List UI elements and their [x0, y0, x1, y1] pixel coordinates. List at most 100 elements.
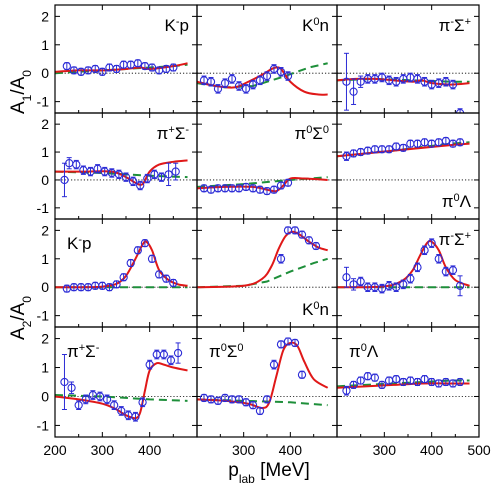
data-point: [420, 246, 429, 255]
data-point: [297, 370, 307, 379]
data-point: [206, 77, 216, 86]
full-model-line: [197, 176, 328, 193]
panel-0-1: K0n: [196, 4, 338, 114]
x-tick-label: 300: [91, 442, 115, 458]
full-model-line: [197, 66, 328, 96]
data-point: [413, 74, 422, 84]
panel-3-0: -1 0 1 2 π+Σ-: [37, 326, 198, 438]
panel-label: π0Σ0: [295, 124, 330, 143]
data-point: [349, 87, 358, 96]
panel-1-0: -1 0 1 2 π+Σ-: [37, 112, 198, 220]
plot-area: [55, 239, 188, 293]
data-point: [434, 254, 443, 263]
plot-area: [337, 52, 470, 113]
x-tick-label: 300: [373, 442, 397, 458]
panel-label: π-Σ+: [439, 16, 471, 35]
data-point: [234, 395, 244, 404]
panel-2-0: -1 0 1 2 K-p: [37, 218, 198, 328]
data-point: [441, 136, 451, 146]
row-group-label-a2: A2/A0: [8, 296, 34, 340]
data-point: [455, 138, 465, 147]
panel-label: π0Λ: [442, 192, 472, 211]
data-point: [342, 77, 351, 86]
data-point: [392, 374, 401, 384]
y-tick-label: -1: [37, 94, 50, 110]
y-tick-label: 1: [41, 360, 49, 376]
data-point: [112, 280, 121, 289]
data-point: [377, 284, 387, 293]
y-tick-label: -1: [37, 200, 50, 216]
x-tick-label: 400: [279, 442, 303, 458]
y-tick-label: 0: [41, 172, 49, 188]
y-tick-label: 2: [41, 116, 49, 132]
data-point: [276, 340, 286, 349]
data-point: [241, 398, 251, 407]
plot-area: [55, 342, 188, 422]
background-model-line: [55, 394, 188, 402]
y-tick-label: 0: [41, 388, 49, 404]
panel-label: K-p: [67, 234, 91, 253]
data-point: [93, 164, 102, 173]
y-tick-label: 1: [41, 251, 49, 267]
data-point: [311, 241, 321, 251]
data-point: [145, 360, 154, 369]
data-point: [227, 74, 237, 84]
data-point: [283, 71, 293, 81]
plot-area: [197, 176, 328, 196]
row-group-label-a1: A1/A0: [8, 70, 34, 114]
data-point: [290, 226, 300, 235]
data-point: [213, 396, 223, 405]
y-tick-label: 0: [41, 279, 49, 295]
x-tick-label: 300: [232, 442, 256, 458]
full-model-line: [197, 230, 328, 289]
panel-3-2: π0Λ: [336, 326, 480, 438]
plot-area: [337, 136, 470, 161]
background-model-line: [197, 62, 328, 89]
data-point: [169, 278, 178, 288]
data-point: [62, 61, 71, 71]
panel-frame: [336, 326, 480, 438]
data-point: [117, 406, 126, 416]
y-tick-label: 1: [41, 37, 49, 53]
data-point: [105, 283, 114, 292]
data-point: [110, 401, 119, 410]
data-point: [91, 64, 100, 74]
plot-area: [337, 372, 470, 396]
data-point: [448, 266, 458, 275]
data-point: [234, 81, 244, 91]
data-point: [455, 377, 465, 387]
data-point: [392, 77, 401, 86]
background-model-line: [337, 77, 470, 83]
data-point: [164, 170, 173, 179]
data-point: [147, 63, 157, 72]
data-point: [67, 383, 76, 392]
x-tick-label: 400: [420, 442, 444, 458]
data-point: [119, 273, 128, 282]
data-point: [154, 270, 164, 279]
data-point: [276, 181, 286, 190]
data-point: [255, 406, 265, 416]
panel-1-2: π0Λ: [336, 112, 480, 220]
data-point: [349, 280, 358, 289]
full-model-line: [55, 361, 188, 420]
y-tick-label: 2: [41, 8, 49, 24]
data-point: [377, 380, 387, 390]
data-point: [377, 73, 387, 82]
full-model-line: [55, 159, 188, 186]
data-point: [356, 277, 365, 286]
data-point: [169, 63, 178, 72]
plot-area: [55, 157, 188, 198]
panel-2-2: π-Σ+: [336, 218, 480, 328]
data-point: [399, 143, 408, 153]
data-point: [173, 348, 183, 358]
data-point: [133, 246, 142, 255]
panel-0-0: -1 0 1 2 K-p: [37, 4, 198, 114]
data-point: [441, 77, 451, 86]
data-point: [102, 395, 112, 404]
data-point: [356, 77, 365, 86]
panel-1-1: π0Σ0: [196, 112, 338, 220]
data-point: [114, 170, 124, 179]
panel-label: K0n: [302, 300, 329, 319]
data-point: [392, 283, 401, 292]
data-point: [133, 59, 142, 68]
